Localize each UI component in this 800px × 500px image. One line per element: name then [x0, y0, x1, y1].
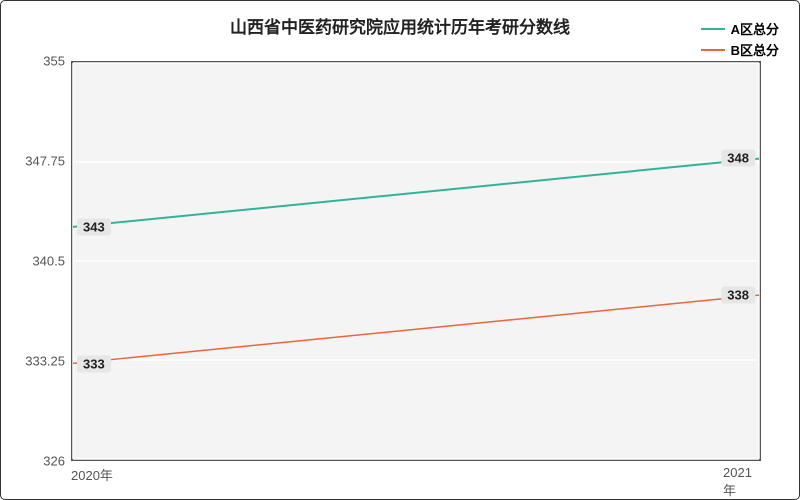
legend: A区总分 B区总分: [701, 19, 779, 61]
y-tick-label: 355: [43, 54, 65, 69]
chart-container: 山西省中医药研究院应用统计历年考研分数线 A区总分 B区总分 326 333.25…: [0, 0, 800, 500]
chart-svg: [73, 63, 759, 459]
y-tick-label: 347.75: [25, 154, 65, 169]
data-label: 333: [77, 356, 111, 373]
data-label: 343: [77, 218, 111, 235]
x-tick-label: 2020年: [71, 465, 113, 484]
series-line: [73, 159, 759, 227]
y-tick-label: 340.5: [32, 254, 65, 269]
legend-label-b: B区总分: [731, 40, 779, 59]
series-line: [73, 295, 759, 363]
legend-item-b: B区总分: [701, 40, 779, 59]
legend-item-a: A区总分: [701, 19, 779, 38]
legend-label-a: A区总分: [731, 19, 779, 38]
legend-swatch-a: [701, 28, 725, 30]
legend-swatch-b: [701, 49, 725, 51]
x-tick-label: 2021年: [723, 465, 761, 499]
data-label: 348: [721, 149, 755, 166]
plot-area: [71, 61, 761, 461]
y-tick-label: 326: [43, 454, 65, 469]
grid-group: [73, 63, 759, 459]
chart-title: 山西省中医药研究院应用统计历年考研分数线: [230, 13, 570, 38]
data-label: 338: [721, 287, 755, 304]
y-tick-label: 333.25: [25, 354, 65, 369]
